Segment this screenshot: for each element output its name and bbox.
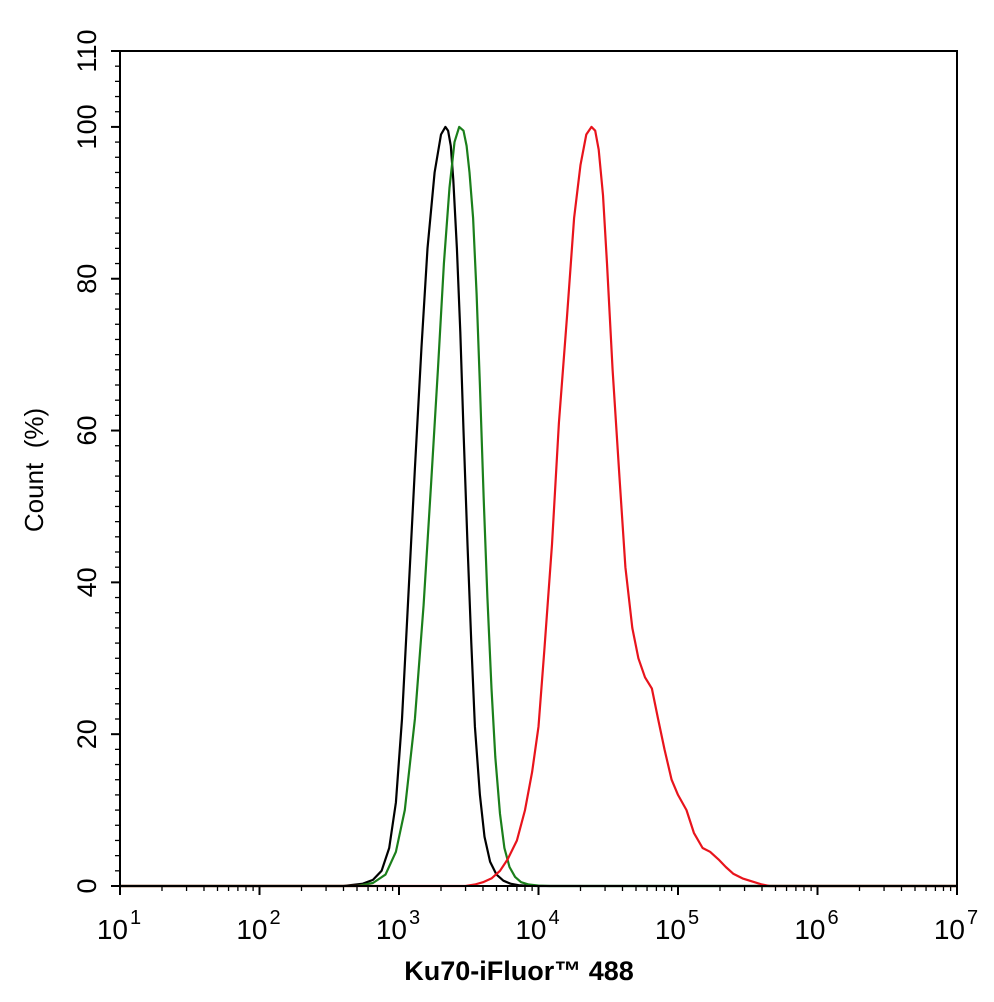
x-tick-label: 10 [376, 914, 407, 945]
y-tick-label: 0 [72, 878, 102, 893]
plot-frame [119, 50, 958, 887]
y-axis-label: Count (%) [19, 408, 49, 532]
x-tick-exponent: 1 [130, 907, 141, 929]
x-tick-label: 10 [655, 914, 686, 945]
x-tick-label: 10 [236, 914, 267, 945]
x-tick-exponent: 6 [828, 907, 839, 929]
x-tick-label: 10 [794, 914, 825, 945]
x-tick-label: 10 [97, 914, 128, 945]
y-tick-label: 100 [72, 104, 102, 149]
series-line-2 [120, 125, 957, 888]
y-tick-label: 80 [72, 264, 102, 294]
x-tick-exponent: 2 [270, 907, 281, 929]
series-line-1 [120, 125, 957, 888]
x-tick-label: 10 [515, 914, 546, 945]
y-tick-label: 60 [72, 416, 102, 446]
x-axis-label: Ku70-iFluor™ 488 [404, 956, 634, 986]
y-tick-label: 110 [72, 29, 102, 72]
x-tick-exponent: 7 [967, 907, 978, 929]
y-tick-label: 40 [72, 567, 102, 597]
series-layer [120, 125, 957, 888]
y-tick-label: 20 [72, 719, 102, 749]
series-line-3 [120, 125, 957, 888]
x-tick-exponent: 3 [409, 907, 420, 929]
x-tick-exponent: 5 [688, 907, 699, 929]
x-tick-exponent: 4 [549, 907, 560, 929]
x-tick-label: 10 [934, 914, 965, 945]
